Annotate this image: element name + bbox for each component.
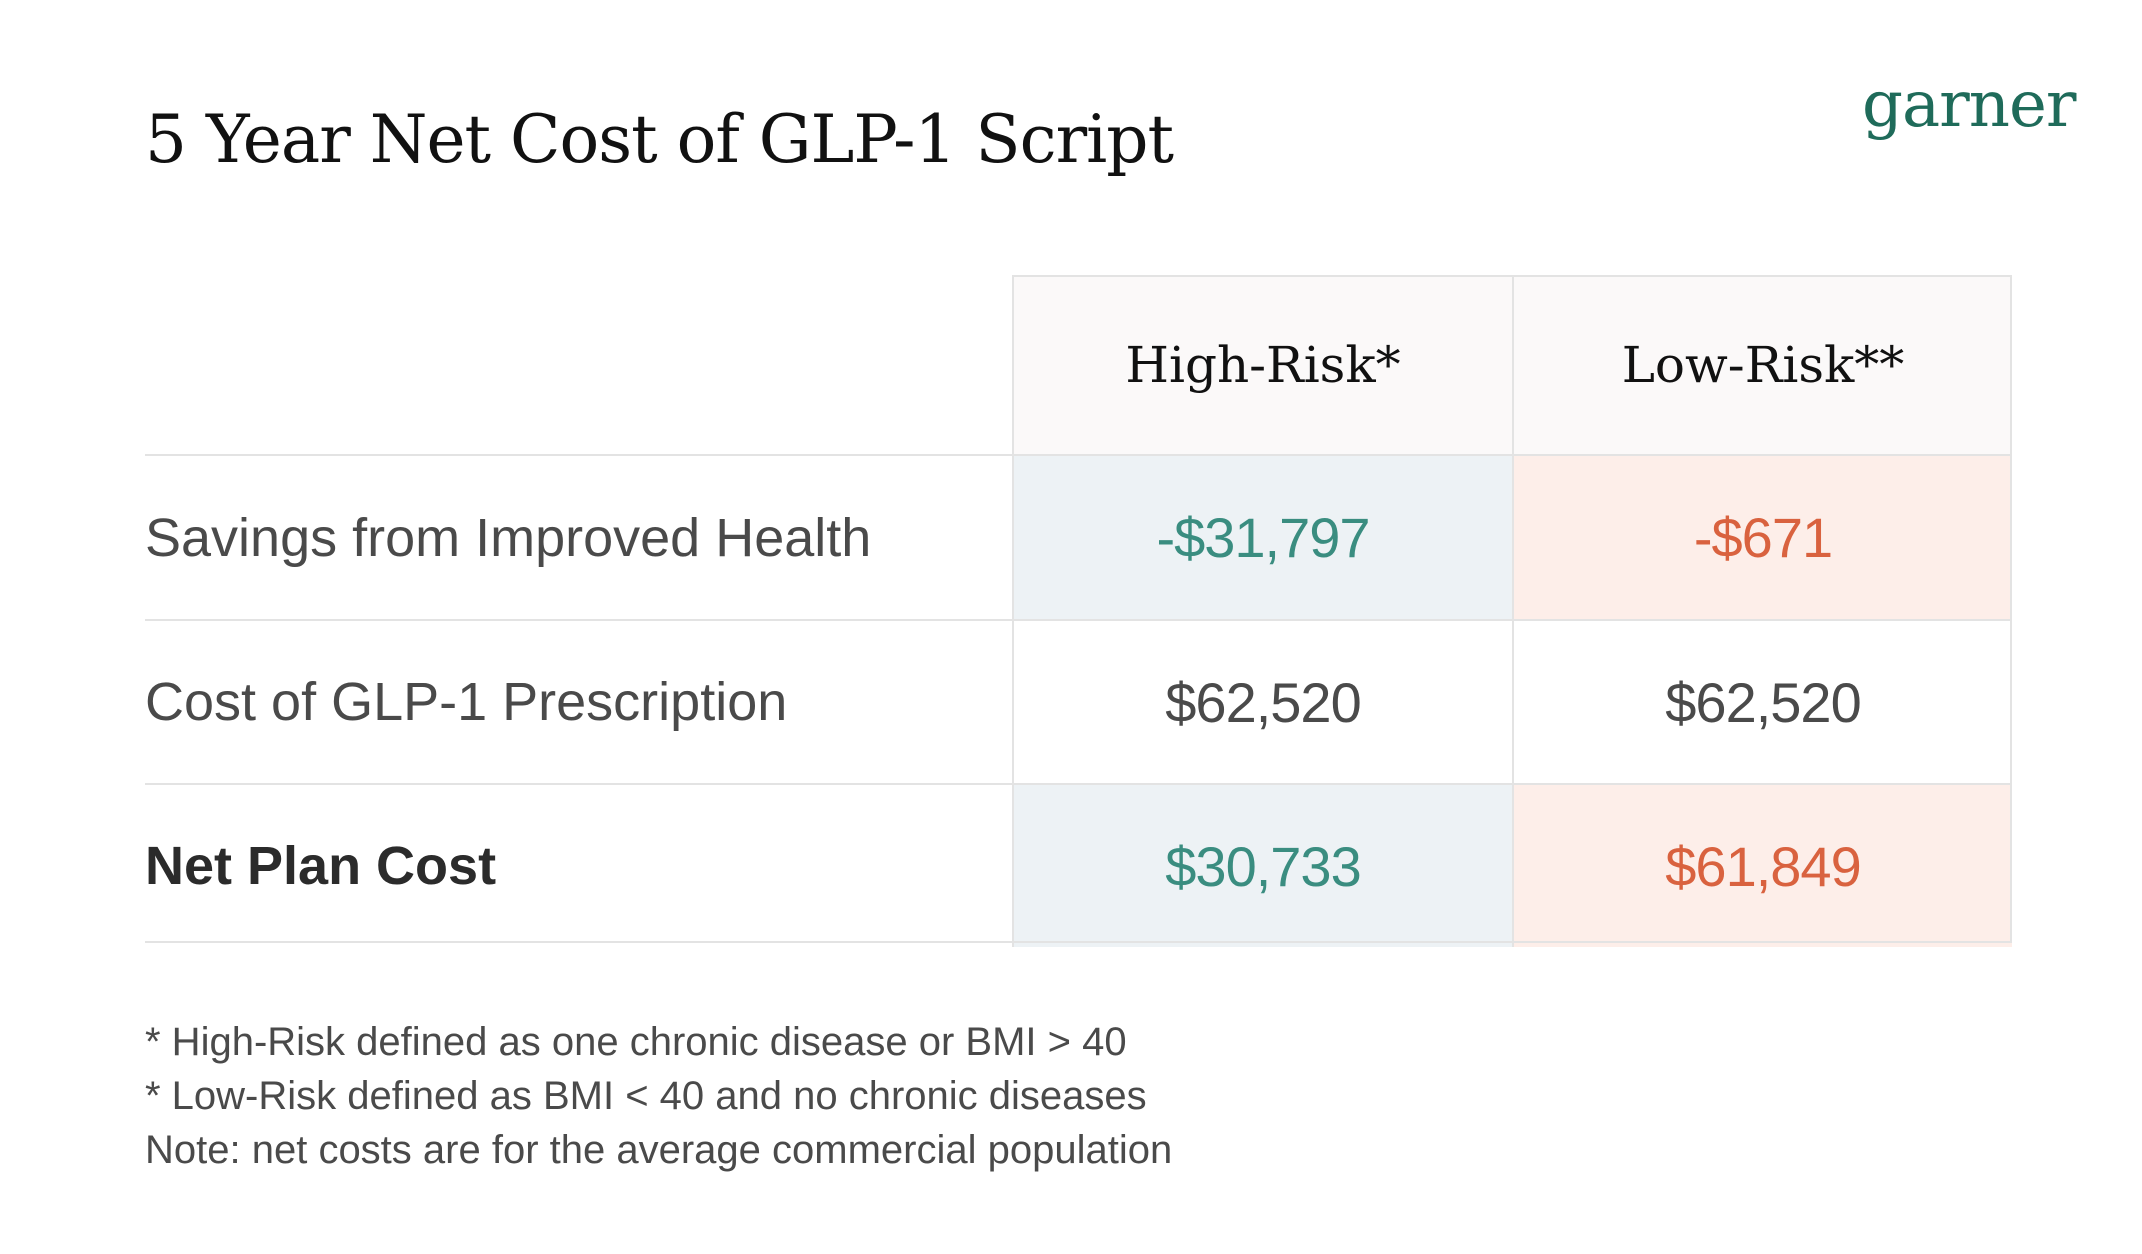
cell-net-low-risk: $61,849 [1512,785,2012,947]
row-label-prescription-cost: Cost of GLP-1 Prescription [145,672,788,732]
garner-logo: garner [1862,68,2076,142]
cost-table: High-Risk* Low-Risk** Savings from Impro… [145,275,2012,947]
row-divider [145,619,2012,621]
footnote-low-risk: * Low-Risk defined as BMI < 40 and no ch… [145,1074,1147,1118]
cell-prescription-low-risk: $62,520 [1512,621,2012,783]
footnote-high-risk: * High-Risk defined as one chronic disea… [145,1020,1127,1064]
cell-savings-high-risk: -$31,797 [1012,456,1512,619]
cell-prescription-high-risk: $62,520 [1012,621,1512,783]
row-divider [145,454,2012,456]
table-top-border [1012,275,2012,277]
row-divider [145,783,2012,785]
column-header-high-risk: High-Risk* [1012,275,1512,455]
cell-savings-low-risk: -$671 [1512,456,2012,619]
column-header-low-risk: Low-Risk** [1512,275,2012,455]
footnotes: * High-Risk defined as one chronic disea… [145,1015,1172,1177]
chart-title: 5 Year Net Cost of GLP-1 Script [145,101,1174,178]
cell-net-high-risk: $30,733 [1012,785,1512,947]
row-label-net-plan-cost: Net Plan Cost [145,836,497,896]
table-bottom-border [145,941,2012,943]
table-right-border [2010,275,2012,943]
footnote-note: Note: net costs are for the average comm… [145,1128,1173,1172]
row-label-savings: Savings from Improved Health [145,507,872,568]
